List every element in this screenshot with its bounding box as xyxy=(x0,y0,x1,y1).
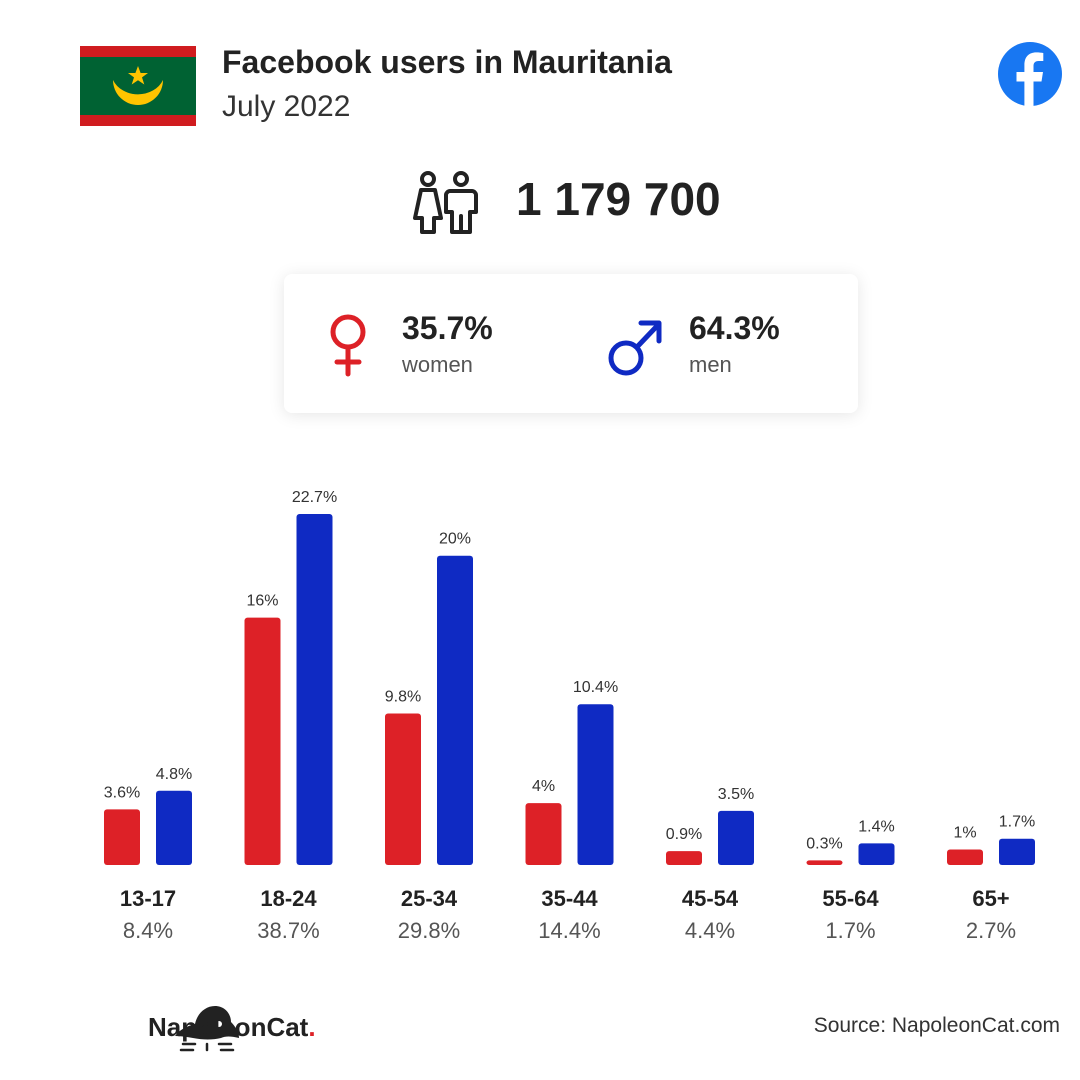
bar-label-men-6: 1.7% xyxy=(999,814,1035,831)
category-label-1: 18-24 xyxy=(260,886,317,911)
napoleoncat-brand-name: NapoleonCat. xyxy=(148,1012,316,1042)
bar-label-women-4: 0.9% xyxy=(666,826,702,843)
men-percentage: 64.3% xyxy=(689,310,780,346)
bar-label-women-5: 0.3% xyxy=(806,835,842,852)
category-total-4: 4.4% xyxy=(685,918,735,943)
women-percentage: 35.7% xyxy=(402,310,493,346)
total-users-value: 1 179 700 xyxy=(516,173,721,225)
category-label-4: 45-54 xyxy=(682,886,739,911)
napoleoncat-logo-icon xyxy=(175,1006,239,1052)
category-label-5: 55-64 xyxy=(822,886,879,911)
source-note: Source: NapoleonCat.com xyxy=(813,1014,1060,1037)
female-symbol-icon xyxy=(330,314,366,377)
bar-men-4 xyxy=(718,810,754,865)
page-title: Facebook users in Mauritania xyxy=(222,44,672,80)
male-symbol-icon xyxy=(608,320,662,376)
men-label: men xyxy=(689,352,732,377)
category-total-6: 2.7% xyxy=(966,918,1016,943)
bar-men-3 xyxy=(577,704,614,865)
bar-women-5 xyxy=(806,860,843,865)
bar-label-men-0: 4.8% xyxy=(156,766,192,783)
category-total-3: 14.4% xyxy=(538,918,600,943)
bar-men-5 xyxy=(858,843,895,865)
page-subtitle: July 2022 xyxy=(222,90,351,123)
bar-label-men-4: 3.5% xyxy=(718,786,754,803)
bar-label-women-3: 4% xyxy=(532,778,555,795)
bar-men-1 xyxy=(296,514,333,865)
category-total-2: 29.8% xyxy=(398,918,460,943)
bar-women-6 xyxy=(947,849,983,865)
category-label-6: 65+ xyxy=(972,886,1009,911)
brand-dot: . xyxy=(308,1012,316,1042)
women-label: women xyxy=(402,352,473,377)
gender-summary-card: 35.7% women 64.3% men xyxy=(284,274,858,413)
bar-label-men-3: 10.4% xyxy=(573,679,618,696)
bar-label-men-1: 22.7% xyxy=(292,489,337,506)
bar-label-women-6: 1% xyxy=(953,825,976,842)
bar-men-2 xyxy=(437,555,473,865)
facebook-logo-icon xyxy=(998,42,1062,106)
bar-men-0 xyxy=(156,790,192,865)
users-icon xyxy=(413,171,478,234)
bar-label-women-2: 9.8% xyxy=(385,688,421,705)
bar-label-women-1: 16% xyxy=(246,593,278,610)
category-label-0: 13-17 xyxy=(120,886,176,911)
mauritania-flag-icon xyxy=(80,46,196,126)
bar-men-6 xyxy=(999,838,1035,865)
bar-women-4 xyxy=(666,851,702,865)
bar-label-men-2: 20% xyxy=(439,531,471,548)
bar-label-men-5: 1.4% xyxy=(858,818,894,835)
category-label-2: 25-34 xyxy=(401,886,458,911)
category-total-0: 8.4% xyxy=(123,918,173,943)
bar-women-2 xyxy=(385,713,421,865)
bar-women-3 xyxy=(525,803,562,865)
bar-women-1 xyxy=(244,617,281,865)
bar-women-0 xyxy=(104,809,140,865)
category-total-1: 38.7% xyxy=(257,918,319,943)
age-gender-bar-chart: 3.6% 4.8% 13-17 8.4% 16% 22.7% 18-24 38.7% 9.8% 2… xyxy=(104,489,1035,943)
category-label-3: 35-44 xyxy=(541,886,598,911)
category-total-5: 1.7% xyxy=(825,918,875,943)
bar-label-women-0: 3.6% xyxy=(104,784,140,801)
